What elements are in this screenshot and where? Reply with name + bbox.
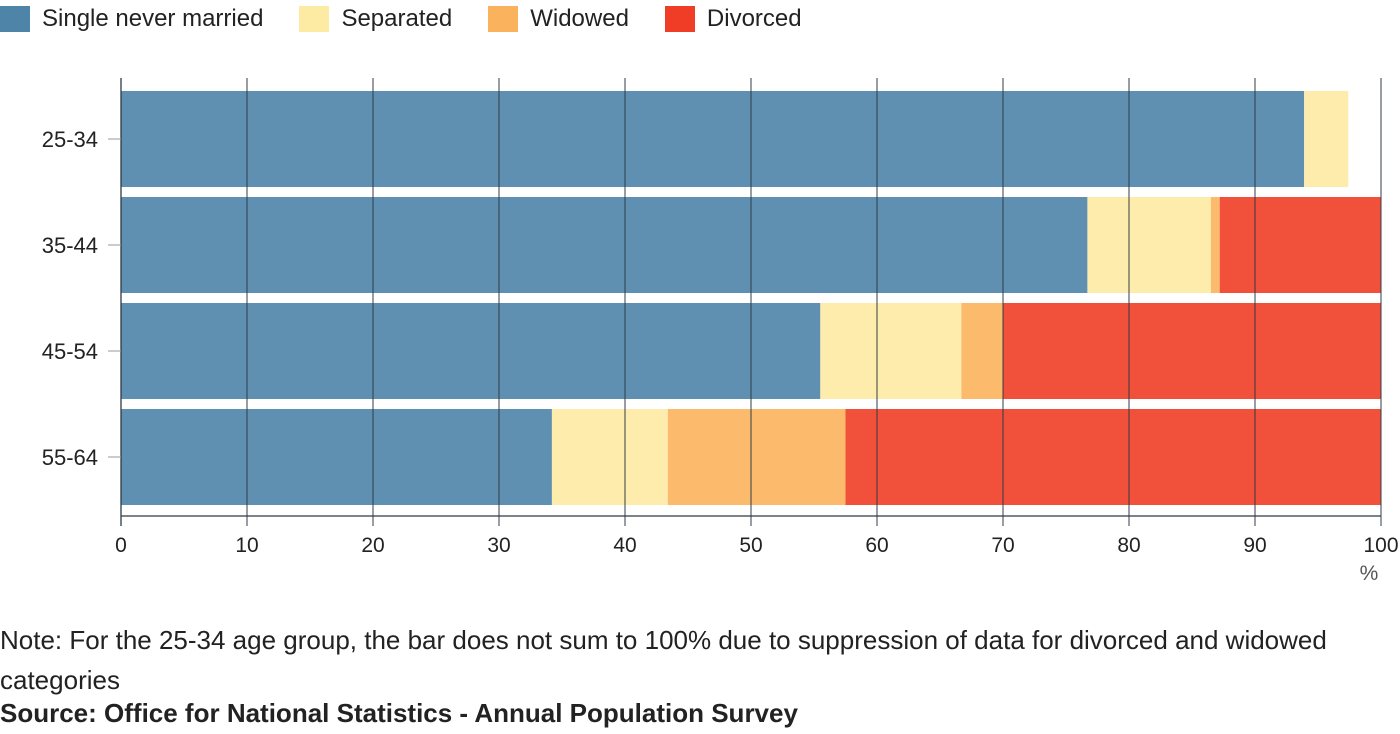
bar-segment xyxy=(121,409,552,505)
bar-segment xyxy=(1210,197,1220,293)
x-tick-label: 50 xyxy=(739,534,762,557)
legend-swatch xyxy=(299,6,330,32)
chart-source: Source: Office for National Statistics -… xyxy=(0,698,798,728)
legend-swatch xyxy=(488,6,519,32)
bar-segment xyxy=(121,303,821,399)
grid-layer xyxy=(120,78,1382,526)
x-unit-label: % xyxy=(1360,562,1379,585)
bar-segment xyxy=(667,409,846,505)
chart-note: Note: For the 25-34 age group, the bar d… xyxy=(0,625,1327,695)
x-tick-label: 0 xyxy=(115,534,127,557)
bar-segment xyxy=(961,303,1003,399)
legend-item-separated: Separated xyxy=(299,5,452,33)
x-tick-label: 70 xyxy=(991,534,1014,557)
chart-legend: Single never married Separated Widowed D… xyxy=(0,4,838,34)
legend-label: Widowed xyxy=(530,5,629,32)
stacked-bar-chart: 25-34 35-44 45-54 55-64 0 10 20 30 40 50 60 70 80 90 1… xyxy=(42,78,1399,585)
bar-segment xyxy=(820,303,962,399)
x-tick-label: 90 xyxy=(1243,534,1266,557)
bar-segment xyxy=(121,91,1305,187)
y-tick-label: 25-34 xyxy=(42,127,98,152)
bar-segment xyxy=(1219,197,1381,293)
legend-item-single: Single never married xyxy=(0,5,263,33)
axes-layer: 25-34 35-44 45-54 55-64 0 10 20 30 40 50 60 70 80 90 1… xyxy=(42,127,1399,585)
legend-swatch xyxy=(0,6,30,32)
bar-segment xyxy=(1003,303,1381,399)
x-tick-label: 10 xyxy=(235,534,258,557)
y-tick-label: 35-44 xyxy=(42,233,98,258)
y-tick-label: 55-64 xyxy=(42,445,98,470)
x-tick-label: 40 xyxy=(613,534,636,557)
bar-segment xyxy=(1087,197,1211,293)
legend-label: Separated xyxy=(341,5,453,32)
bar-segment xyxy=(551,409,668,505)
x-tick-label: 30 xyxy=(487,534,510,557)
legend-label: Single never married xyxy=(42,5,264,32)
bar-segment xyxy=(121,197,1088,293)
y-tick-label: 45-54 xyxy=(42,339,98,364)
x-tick-label: 100 xyxy=(1363,534,1398,557)
x-tick-label: 80 xyxy=(1117,534,1140,557)
bar-segment xyxy=(845,409,1381,505)
x-tick-label: 60 xyxy=(865,534,888,557)
bars-layer xyxy=(121,91,1381,505)
x-tick-label: 20 xyxy=(361,534,384,557)
legend-item-divorced: Divorced xyxy=(664,5,802,33)
legend-swatch xyxy=(664,6,695,32)
bar-segment xyxy=(1304,91,1349,187)
legend-item-widowed: Widowed xyxy=(488,5,629,33)
legend-label: Divorced xyxy=(706,5,802,32)
